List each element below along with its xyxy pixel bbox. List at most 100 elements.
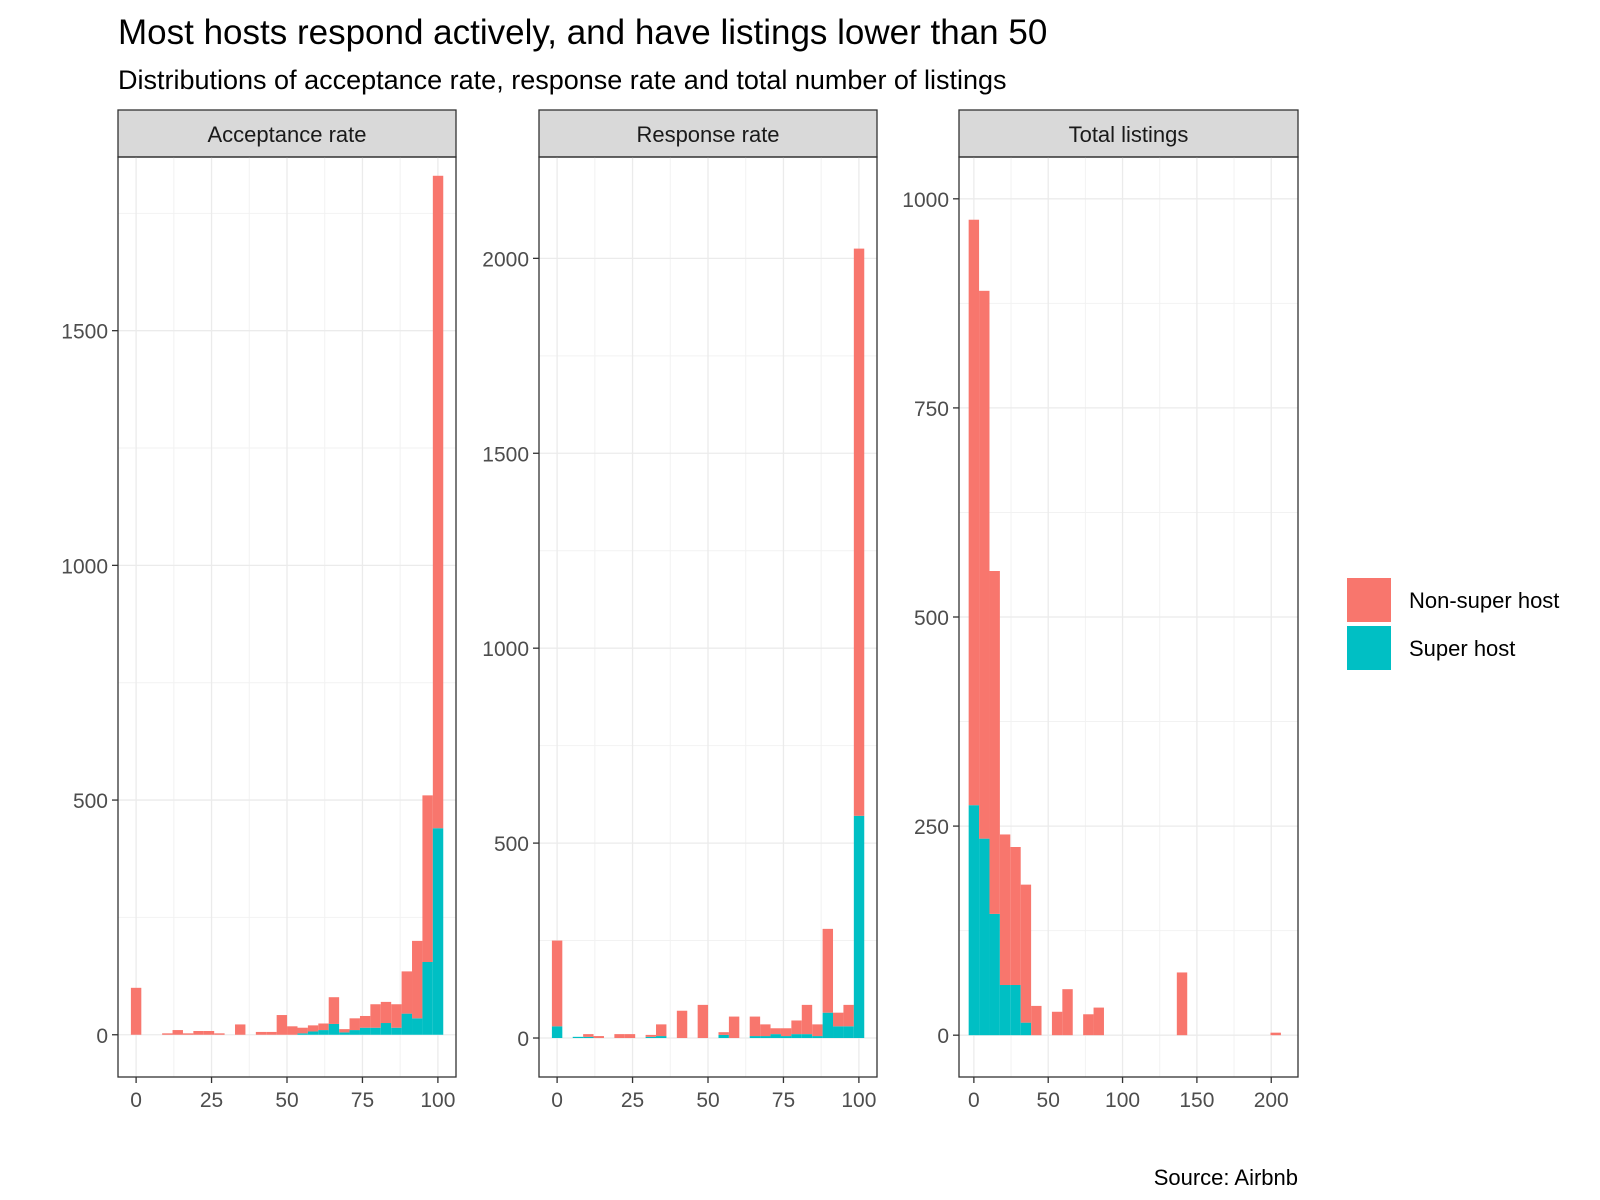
bar-non-super-host	[318, 1023, 329, 1031]
bar-non-super-host	[760, 1024, 771, 1037]
bar-super-host	[422, 962, 433, 1035]
bar-super-host	[999, 985, 1011, 1036]
legend-key-super	[1347, 626, 1391, 670]
bar-non-super-host	[583, 1034, 594, 1037]
bar-super-host	[801, 1034, 813, 1039]
bar-non-super-host	[297, 1027, 308, 1034]
y-tick-label: 1000	[61, 555, 108, 578]
bar-non-super-host	[162, 1033, 173, 1035]
x-tick-label: 75	[351, 1089, 374, 1112]
bar-non-super-host	[422, 795, 433, 962]
bar-super-host	[645, 1036, 657, 1039]
bar-non-super-host	[624, 1034, 636, 1039]
bar-super-host	[770, 1034, 781, 1039]
x-tick-label: 200	[1254, 1089, 1289, 1112]
bar-non-super-host	[1093, 1007, 1104, 1036]
bar-non-super-host	[328, 997, 340, 1024]
bar-super-host	[833, 1026, 844, 1039]
bar-super-host	[572, 1036, 584, 1039]
facet-strip-label: Response rate	[636, 122, 779, 147]
bar-non-super-host	[276, 1015, 288, 1035]
bar-non-super-host	[1051, 1011, 1063, 1036]
x-tick-label: 25	[200, 1089, 223, 1112]
facet-panel-1: Acceptance rate 0 500 1000 1500 0 25 50 75 100	[61, 109, 457, 1112]
y-tick-label: 750	[914, 398, 949, 421]
facet-panel-2: Response rate 0 500 1000 1500 2000 0 25 50 75 100	[482, 109, 878, 1112]
facet-strip-label: Total listings	[1069, 122, 1189, 147]
facet-panel-3: Total listings 0 250 500 750 1000 0 50 100 150 200	[902, 109, 1299, 1112]
chart-caption: Source: Airbnb	[1154, 1165, 1298, 1190]
bar-super-host	[822, 1012, 834, 1039]
bar-non-super-host	[339, 1029, 350, 1033]
y-tick-label: 1500	[482, 443, 529, 466]
bar-super-host	[979, 838, 990, 1036]
bar-non-super-host	[412, 940, 423, 1019]
bar-non-super-host	[1020, 884, 1032, 1023]
y-tick-label: 2000	[482, 248, 529, 271]
y-tick-label: 250	[914, 816, 949, 839]
legend-label: Non-super host	[1409, 588, 1559, 613]
y-tick-label: 0	[517, 1028, 529, 1051]
y-tick-label: 0	[96, 1025, 108, 1048]
x-tick-label: 100	[420, 1089, 455, 1112]
bar-non-super-host	[551, 940, 563, 1027]
bar-non-super-host	[172, 1030, 183, 1035]
bar-super-host	[749, 1036, 761, 1039]
bar-non-super-host	[676, 1010, 688, 1039]
bar-super-host	[412, 1018, 423, 1035]
bar-non-super-host	[1062, 989, 1073, 1036]
bar-non-super-host	[833, 1012, 844, 1027]
bar-non-super-host	[593, 1036, 604, 1039]
facet-strip-label: Acceptance rate	[208, 122, 367, 147]
y-tick-label: 500	[494, 833, 529, 856]
bar-non-super-host	[287, 1026, 298, 1035]
bar-non-super-host	[999, 834, 1011, 985]
bar-super-host	[318, 1030, 329, 1035]
bar-super-host	[1010, 985, 1021, 1036]
legend-key-non-super	[1347, 578, 1391, 622]
x-tick-label: 150	[1179, 1089, 1214, 1112]
bar-super-host	[968, 805, 980, 1036]
bar-non-super-host	[645, 1034, 657, 1037]
bar-non-super-host	[614, 1034, 625, 1039]
bar-non-super-host	[370, 1004, 381, 1028]
chart-title: Most hosts respond actively, and have li…	[118, 13, 1047, 52]
facet-strip	[117, 109, 457, 158]
x-tick-label: 100	[1105, 1089, 1140, 1112]
bar-non-super-host	[728, 1016, 740, 1039]
bar-non-super-host	[749, 1016, 761, 1037]
bar-non-super-host	[255, 1031, 267, 1035]
bar-super-host	[359, 1027, 371, 1035]
chart-subtitle: Distributions of acceptance rate, respon…	[118, 65, 1006, 95]
bar-non-super-host	[791, 1020, 802, 1035]
bar-non-super-host	[193, 1031, 204, 1035]
bar-super-host	[718, 1034, 729, 1039]
legend-label: Super host	[1409, 636, 1515, 661]
bar-non-super-host	[989, 571, 1000, 914]
bar-super-host	[307, 1031, 319, 1035]
bar-non-super-host	[235, 1024, 246, 1035]
bar-super-host	[843, 1026, 854, 1039]
bar-non-super-host	[214, 1033, 225, 1035]
bar-non-super-host	[770, 1028, 781, 1035]
bar-super-host	[401, 1013, 413, 1035]
bar-super-host	[370, 1027, 381, 1035]
bar-non-super-host	[380, 1001, 392, 1024]
bar-non-super-host	[968, 219, 980, 806]
bar-non-super-host	[182, 1033, 194, 1035]
bar-non-super-host	[391, 1004, 402, 1028]
x-tick-label: 0	[551, 1089, 563, 1112]
bar-super-host	[349, 1030, 360, 1035]
bar-super-host	[339, 1032, 350, 1035]
bar-non-super-host	[266, 1031, 277, 1035]
bar-non-super-host	[812, 1024, 823, 1037]
x-tick-label: 0	[130, 1089, 142, 1112]
y-tick-label: 1000	[902, 189, 949, 212]
bar-super-host	[812, 1036, 823, 1039]
bar-non-super-host	[843, 1004, 854, 1027]
bar-non-super-host	[853, 248, 865, 816]
bar-super-host	[380, 1023, 392, 1035]
bar-super-host	[432, 828, 444, 1035]
